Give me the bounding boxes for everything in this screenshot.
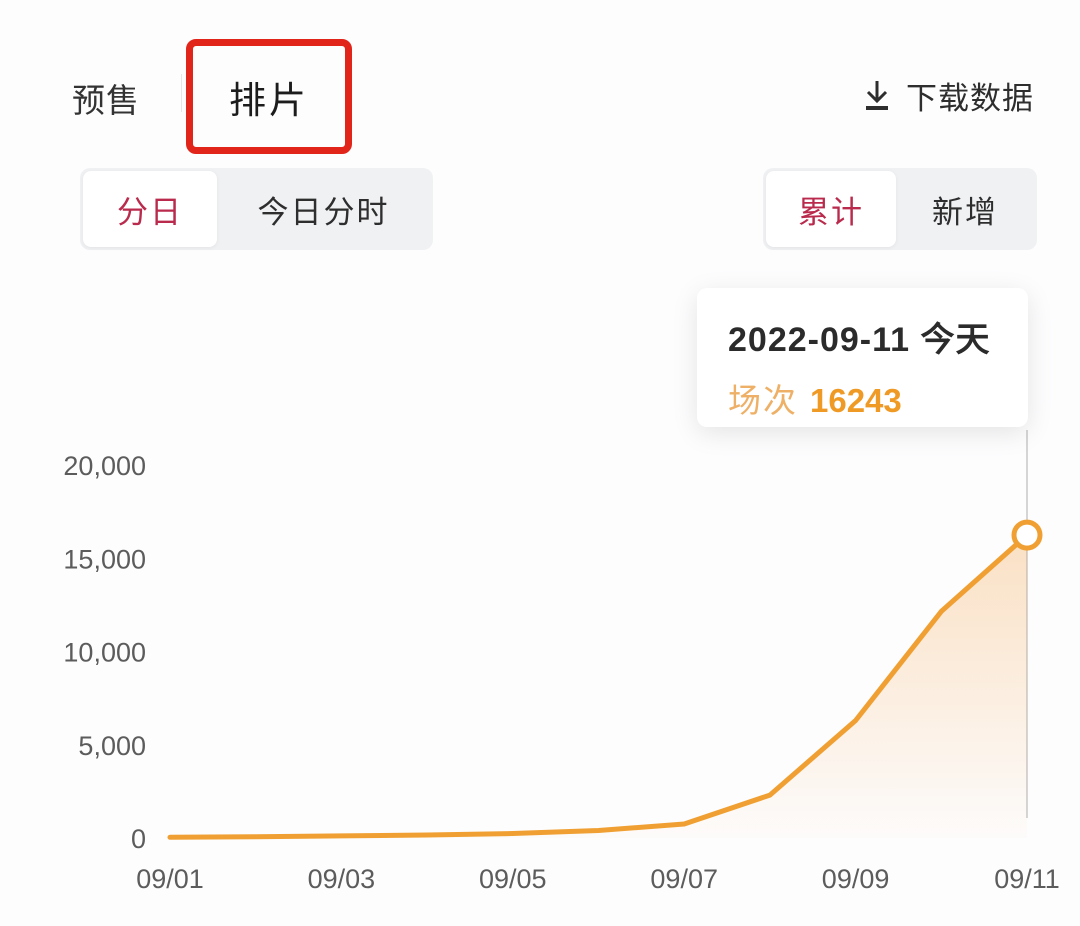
tooltip-metric-label: 场次 bbox=[728, 382, 798, 419]
metric-mode-toggle: 累计 新增 bbox=[763, 168, 1037, 250]
toggle-option-today-hourly[interactable]: 今日分时 bbox=[257, 194, 390, 230]
tab-screening[interactable]: 排片 bbox=[229, 79, 309, 121]
line-chart[interactable]: 0 5,000 10,000 15,000 20,000 09/01 09/03 09/05… bbox=[0, 430, 1080, 926]
x-axis-tick: 09/11 bbox=[994, 864, 1060, 894]
x-axis-tick: 09/05 bbox=[479, 864, 547, 894]
tab-presale[interactable]: 预售 bbox=[72, 82, 140, 119]
x-axis-tick: 09/09 bbox=[822, 864, 890, 894]
y-axis-tick: 20,000 bbox=[63, 451, 146, 481]
toggle-option-by-day[interactable]: 分日 bbox=[83, 171, 217, 247]
chart-tooltip: 2022-09-11 今天 场次 16243 bbox=[697, 288, 1028, 427]
download-label: 下载数据 bbox=[906, 81, 1034, 116]
tooltip-metric: 场次 16243 bbox=[728, 374, 1028, 422]
download-icon bbox=[860, 78, 894, 114]
tooltip-date: 2022-09-11 今天 bbox=[728, 321, 991, 359]
toggle-option-cumulative[interactable]: 累计 bbox=[766, 171, 896, 247]
y-axis-labels: 0 5,000 10,000 15,000 20,000 bbox=[63, 451, 146, 854]
red-annotation-box: 排片 bbox=[186, 39, 352, 154]
chart-area-fill bbox=[170, 535, 1027, 838]
toggle-option-new[interactable]: 新增 bbox=[932, 194, 998, 230]
download-data-button[interactable]: 下载数据 bbox=[854, 72, 1040, 119]
x-axis-tick: 09/07 bbox=[650, 864, 718, 894]
tooltip-metric-value: 16243 bbox=[810, 382, 902, 419]
y-axis-tick: 0 bbox=[131, 824, 146, 854]
y-axis-tick: 5,000 bbox=[78, 731, 146, 761]
x-axis-tick: 09/03 bbox=[308, 864, 376, 894]
x-axis-tick: 09/01 bbox=[136, 864, 204, 894]
x-axis-labels: 09/01 09/03 09/05 09/07 09/09 09/11 bbox=[136, 864, 1060, 894]
tab-divider bbox=[181, 74, 182, 112]
y-axis-tick: 10,000 bbox=[63, 638, 146, 668]
y-axis-tick: 15,000 bbox=[63, 544, 146, 574]
chart-data-line bbox=[167, 532, 1030, 840]
last-point-marker[interactable] bbox=[1011, 519, 1043, 551]
view-mode-toggle: 分日 今日分时 bbox=[80, 168, 433, 250]
